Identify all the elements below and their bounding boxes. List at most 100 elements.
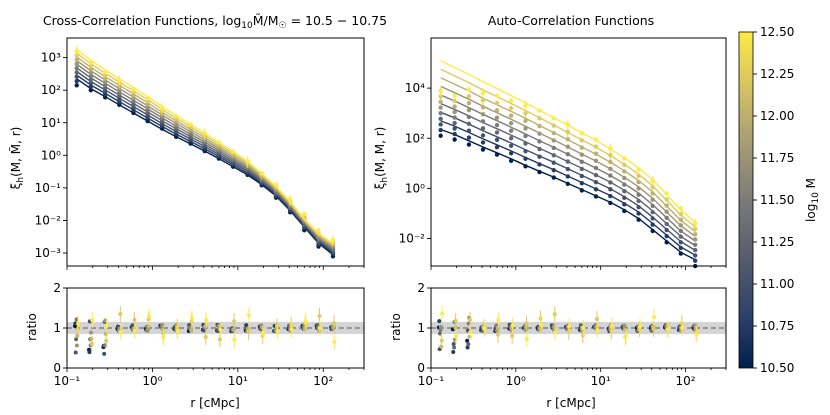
data-point <box>664 197 669 202</box>
ratio-point <box>190 316 195 321</box>
ratio-point <box>74 317 79 322</box>
data-point <box>537 116 542 121</box>
data-point <box>565 151 571 157</box>
data-point <box>678 211 684 217</box>
ratio-point <box>231 327 236 332</box>
data-point <box>551 123 556 128</box>
data-point <box>88 60 94 65</box>
data-point <box>452 109 457 115</box>
colorbar-tick-label: 10.75 <box>760 319 794 333</box>
data-point <box>74 61 79 67</box>
data-point <box>480 90 486 96</box>
data-point <box>565 159 571 164</box>
data-point <box>88 84 94 89</box>
data-point <box>622 202 627 207</box>
data-point <box>117 78 122 83</box>
data-point <box>452 104 457 109</box>
data-point <box>494 152 500 157</box>
data-point <box>579 145 585 150</box>
data-point <box>565 181 571 187</box>
ratio-point <box>524 336 529 341</box>
data-point <box>88 70 94 76</box>
data-point <box>102 73 108 78</box>
ratio-point <box>454 333 459 338</box>
data-point <box>579 173 585 179</box>
data-point <box>287 197 293 202</box>
ratio-point <box>145 327 150 332</box>
ratio-point <box>303 319 308 324</box>
data-point <box>650 228 655 234</box>
ratio-point <box>594 317 599 322</box>
data-point <box>494 115 500 120</box>
ratio-point <box>638 324 643 329</box>
data-point <box>692 258 698 263</box>
data-point <box>551 153 556 158</box>
ratio-point <box>496 332 501 337</box>
data-point <box>664 191 669 196</box>
data-point <box>88 74 94 79</box>
data-point <box>664 209 669 214</box>
data-point <box>452 126 457 131</box>
data-point <box>636 186 641 191</box>
ratio-point <box>217 337 222 342</box>
ratio-point <box>289 327 294 332</box>
data-point <box>636 198 641 204</box>
cross-ylabel: ξh(M, M̃, r) <box>9 127 26 190</box>
colorbar-tick-label: 10.50 <box>760 361 794 375</box>
auto-title: Auto-Correlation Functions <box>488 13 654 28</box>
data-point <box>117 96 122 101</box>
data-point <box>678 245 684 251</box>
data-point <box>102 88 108 94</box>
data-point <box>480 133 486 138</box>
data-point <box>508 158 514 164</box>
data-point <box>508 128 514 133</box>
data-point <box>551 160 556 165</box>
ratio-xtick-label: 10⁰ <box>142 374 162 388</box>
ratio-ytick-label: 0 <box>53 361 61 375</box>
colorbar <box>738 31 754 369</box>
data-point <box>650 197 655 202</box>
data-point <box>664 221 669 227</box>
ratio-point <box>261 331 266 336</box>
colorbar-tick-label: 11.75 <box>760 151 794 165</box>
ratio-point <box>438 331 443 336</box>
data-point <box>537 123 542 129</box>
ratio-point <box>623 334 628 339</box>
data-point <box>88 63 94 69</box>
data-point <box>593 158 599 164</box>
ytick-label: 10⁻³ <box>35 246 62 260</box>
ratio-point <box>440 311 445 316</box>
data-point <box>216 140 222 145</box>
data-point <box>508 121 514 126</box>
ytick-label: 10⁰ <box>41 148 61 162</box>
ratio-point <box>132 317 137 322</box>
ratio-point <box>652 314 657 319</box>
data-point <box>692 226 698 231</box>
data-point <box>273 182 279 187</box>
data-point <box>565 137 571 142</box>
ratio-point <box>622 324 627 329</box>
data-point <box>551 145 556 151</box>
ratio-point <box>317 314 322 319</box>
ratio-xtick-label: 10¹ <box>228 374 248 388</box>
data-point <box>145 96 150 101</box>
colorbar-tick-label: 11.50 <box>760 193 794 207</box>
data-point <box>466 107 472 113</box>
ratio-point <box>118 312 123 317</box>
data-point <box>188 122 193 127</box>
data-point <box>480 140 486 145</box>
colorbar-tick-label: 11.25 <box>760 235 794 249</box>
data-point <box>102 95 108 100</box>
data-point <box>579 181 585 186</box>
data-point <box>131 87 136 92</box>
data-point <box>330 237 336 243</box>
data-point <box>636 204 641 210</box>
data-point <box>622 162 627 168</box>
ratio-point <box>439 338 444 343</box>
ratio-point <box>465 338 470 343</box>
data-point <box>678 228 684 234</box>
data-point <box>650 203 655 209</box>
data-point <box>579 188 585 193</box>
ratio-point <box>552 324 557 329</box>
